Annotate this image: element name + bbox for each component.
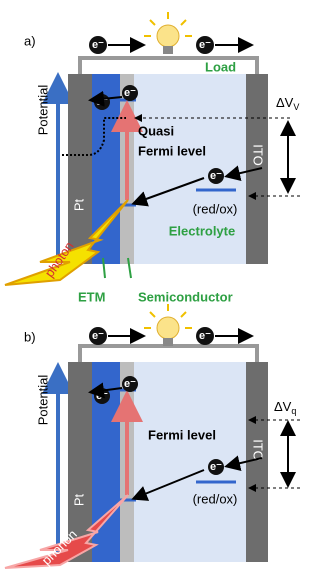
electrode-label: Pt <box>71 493 86 506</box>
electron: e⁻ <box>92 330 104 342</box>
electrode-label: Pt <box>71 198 86 211</box>
delta: ΔV <box>274 399 292 414</box>
redox-label: (red/ox) <box>193 491 238 506</box>
electron: e⁻ <box>124 378 136 390</box>
diagram: a) e⁻ e⁻ Load Potential Pt ITO ΔVV e⁻ e⁻… <box>0 0 305 572</box>
shape <box>157 25 179 47</box>
level-label: Fermi level <box>138 143 206 158</box>
level-label: Fermi level <box>148 427 216 442</box>
delta: ΔV <box>276 95 294 110</box>
panel-a: a) e⁻ e⁻ Load Potential Pt ITO ΔVV e⁻ e⁻… <box>5 12 300 304</box>
shape <box>157 317 179 339</box>
level-label: Quasi <box>138 123 174 138</box>
electron: e⁻ <box>210 461 222 473</box>
delta-sub: V <box>293 102 299 112</box>
panel-b: b) e⁻ e⁻ Potential Pt ITO ΔVq e⁻ e⁻ Ferm… <box>5 304 300 568</box>
shape <box>163 338 173 346</box>
delta-sub: q <box>291 406 296 416</box>
electrolyte-label: Electrolyte <box>169 223 235 238</box>
shape <box>134 362 246 562</box>
electron: e⁻ <box>92 39 104 51</box>
panel-label: b) <box>24 329 36 344</box>
delta-label: ΔVV <box>276 95 299 112</box>
delta-label: ΔVq <box>274 399 296 416</box>
electron: e⁻ <box>210 170 222 182</box>
load-label: Load <box>205 59 236 74</box>
axis-label: Potential <box>35 85 50 136</box>
shape <box>68 74 92 264</box>
electron: e⁻ <box>199 330 211 342</box>
redox-label: (red/ox) <box>193 201 238 216</box>
shape <box>80 346 257 362</box>
electron: e⁻ <box>199 39 211 51</box>
etm-label: ETM <box>78 289 105 304</box>
electrode-label: ITO <box>251 144 266 165</box>
electron: e⁻ <box>124 87 136 99</box>
semiconductor-label: Semiconductor <box>138 289 233 304</box>
axis-label: Potential <box>35 375 50 426</box>
panel-label: a) <box>24 33 36 48</box>
shape <box>163 46 173 54</box>
electrode-label: ITO <box>251 439 266 460</box>
